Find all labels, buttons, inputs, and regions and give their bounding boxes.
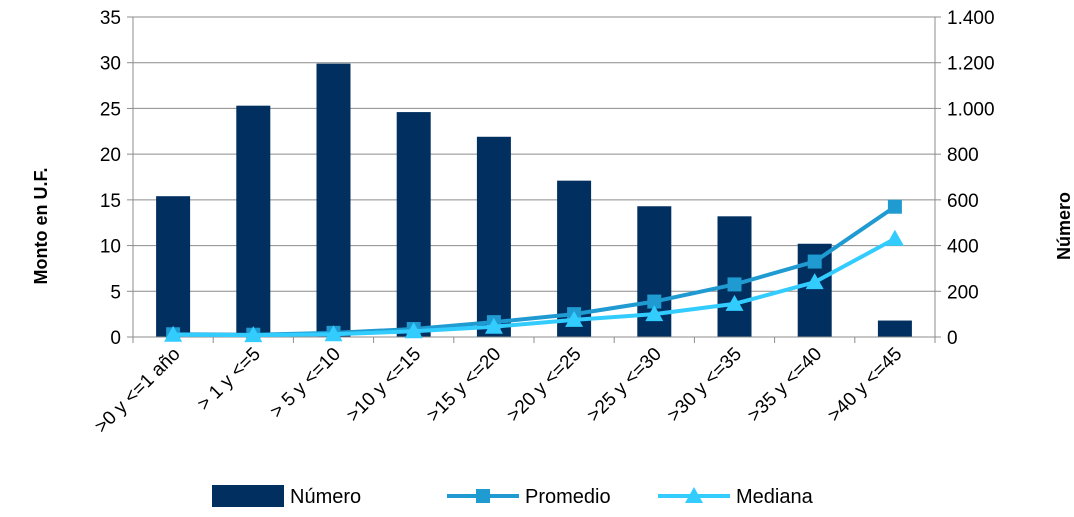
bar — [396, 112, 431, 337]
legend-label: Mediana — [736, 486, 814, 508]
category-label: >10 y <=15 — [343, 344, 425, 426]
category-label: >40 y <=45 — [824, 344, 906, 426]
left-tick-label: 20 — [100, 145, 121, 166]
right-tick-label: 200 — [947, 282, 979, 303]
triangle-point — [484, 317, 503, 334]
series-line-square — [173, 205, 897, 337]
bar — [717, 216, 752, 337]
legend-label: Número — [290, 486, 361, 508]
legend-marker-square — [476, 489, 490, 503]
triangle-point — [164, 325, 183, 342]
left-tick-labels: 0 5 10 15 20 25 30 35 — [100, 8, 121, 349]
category-label: >35 y <=40 — [744, 344, 826, 426]
left-tick-label: 15 — [100, 191, 121, 212]
left-tick-label: 25 — [100, 99, 121, 120]
bar — [316, 63, 351, 337]
legend-marker-triangle — [685, 487, 703, 503]
category-label: > 5 y <=10 — [266, 344, 345, 423]
triangle-point — [645, 305, 664, 322]
square-point — [807, 254, 822, 269]
triangle-point — [324, 325, 343, 342]
legend-swatch-bar — [212, 485, 284, 507]
triangle-point — [805, 273, 824, 290]
category-labels: >0 y <=1 año > 1 y <=5 > 5 y <=10>10 y <=1… — [91, 344, 906, 438]
bar — [476, 136, 511, 337]
lines — [164, 199, 904, 343]
square-point — [727, 277, 742, 292]
bar — [236, 105, 271, 337]
bar — [156, 196, 191, 337]
y2-axis-title: Número — [1054, 192, 1074, 260]
category-label: >20 y <=25 — [503, 344, 585, 426]
triangle-point — [885, 229, 904, 246]
y-axis-title: Monto en U.F. — [31, 168, 51, 285]
right-tick-label: 1.400 — [947, 8, 995, 29]
right-tick-labels: 0 200 400 600 800 1.000 1.200 1.400 — [947, 8, 995, 349]
left-tick-label: 0 — [110, 328, 121, 349]
triangle-point — [244, 326, 263, 343]
right-tick-label: 0 — [947, 328, 958, 349]
left-tick-label: 30 — [100, 54, 121, 75]
category-label: >15 y <=20 — [423, 344, 505, 426]
category-label: >0 y <=1 año — [91, 344, 185, 438]
triangle-point — [404, 322, 423, 339]
bars — [156, 63, 912, 337]
square-point — [887, 199, 902, 214]
category-label: >30 y <=35 — [664, 344, 746, 426]
bar — [877, 320, 912, 337]
legend: Número Promedio Mediana — [212, 485, 814, 508]
right-tick-label: 1.000 — [947, 99, 995, 120]
category-label: > 1 y <=5 — [194, 344, 265, 415]
right-tick-label: 400 — [947, 237, 979, 258]
square-point — [647, 294, 662, 309]
right-tick-label: 800 — [947, 145, 979, 166]
left-tick-label: 35 — [100, 8, 121, 29]
left-tick-label: 5 — [110, 282, 121, 303]
category-label: >25 y <=30 — [583, 344, 665, 426]
series-line-triangle — [173, 236, 896, 338]
triangle-point — [725, 294, 744, 311]
legend-label: Promedio — [525, 486, 611, 508]
right-tick-label: 1.200 — [947, 54, 995, 75]
left-tick-label: 10 — [100, 237, 121, 258]
right-tick-label: 600 — [947, 191, 979, 212]
triangle-point — [565, 310, 584, 327]
